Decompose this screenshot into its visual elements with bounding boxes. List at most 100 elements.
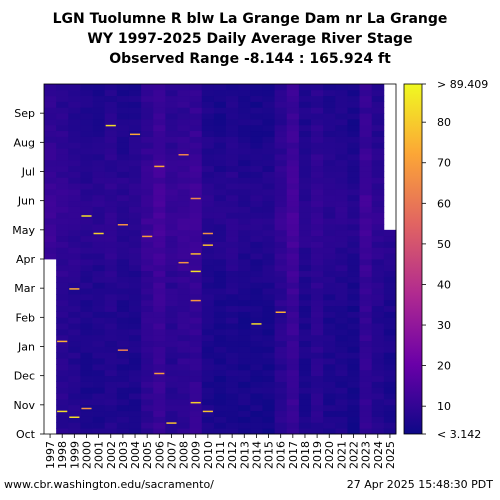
heatmap-cell xyxy=(371,305,385,312)
stage-spike xyxy=(190,270,201,273)
heatmap-cell xyxy=(153,206,166,213)
heatmap-cell xyxy=(286,235,300,242)
heatmap-cell xyxy=(274,410,288,417)
heatmap-cell xyxy=(335,352,348,359)
heatmap-cell xyxy=(250,387,263,394)
heatmap-cell xyxy=(189,200,203,207)
heatmap-cell xyxy=(104,422,118,429)
heatmap-cell xyxy=(116,253,130,260)
heatmap-cell xyxy=(201,113,215,120)
heatmap-cell xyxy=(274,294,288,301)
heatmap-cell xyxy=(286,159,300,167)
heatmap-cell xyxy=(116,404,130,412)
heatmap-cell xyxy=(298,399,312,406)
y-tick-label: Jan xyxy=(17,341,35,354)
heatmap-cell xyxy=(238,119,251,126)
heatmap-cell xyxy=(335,288,348,295)
heatmap-cell xyxy=(298,189,312,196)
heatmap-cell xyxy=(68,270,81,277)
heatmap-cell xyxy=(56,218,69,225)
heatmap-cell xyxy=(92,282,106,289)
heatmap-cell xyxy=(347,288,360,295)
heatmap-cell xyxy=(165,194,178,202)
heatmap-cell xyxy=(262,428,276,435)
heatmap-cell xyxy=(347,352,360,359)
heatmap-cell xyxy=(286,259,300,266)
heatmap-cell xyxy=(298,194,312,202)
heatmap-cell xyxy=(201,142,215,149)
heatmap-cell xyxy=(226,124,239,132)
heatmap-cell xyxy=(347,124,360,132)
heatmap-cell xyxy=(213,259,227,266)
heatmap-cell xyxy=(347,305,360,312)
heatmap-cell xyxy=(371,346,385,353)
stage-spike xyxy=(202,244,213,246)
heatmap-cell xyxy=(189,130,203,137)
heatmap-cell xyxy=(359,288,373,295)
heatmap-cell xyxy=(238,387,251,394)
heatmap-cell xyxy=(323,218,336,225)
heatmap-cell xyxy=(286,148,300,155)
heatmap-cell xyxy=(371,276,385,283)
heatmap-cell xyxy=(128,340,142,347)
heatmap-cell xyxy=(262,235,276,242)
heatmap-cell xyxy=(383,276,397,283)
heatmap-cell xyxy=(153,136,166,143)
heatmap-cell xyxy=(165,323,178,330)
heatmap-cell xyxy=(262,311,276,318)
heatmap-cell xyxy=(141,317,154,324)
heatmap-cell xyxy=(262,334,276,342)
heatmap-cell xyxy=(128,136,142,143)
heatmap-cell xyxy=(56,381,69,388)
x-tick-label: 2014 xyxy=(250,441,263,469)
heatmap-cell xyxy=(262,369,276,377)
heatmap-cell xyxy=(116,218,130,225)
heatmap-cell xyxy=(153,299,166,307)
heatmap-cell xyxy=(80,393,93,400)
heatmap-cell xyxy=(141,89,154,97)
heatmap-cell xyxy=(213,247,227,254)
heatmap-cell xyxy=(80,323,93,330)
x-tick-label: 2018 xyxy=(299,441,312,469)
heatmap-cell xyxy=(347,399,360,406)
heatmap-cell xyxy=(238,183,251,190)
heatmap-cell xyxy=(335,299,348,307)
heatmap-cell xyxy=(238,259,251,266)
heatmap-cell xyxy=(262,171,276,178)
heatmap-cell xyxy=(165,416,178,423)
heatmap-cell xyxy=(238,358,251,365)
heatmap-cell xyxy=(311,165,324,172)
heatmap-cell xyxy=(226,329,239,336)
heatmap-cell xyxy=(250,311,263,318)
heatmap-cell xyxy=(104,399,118,406)
heatmap-cell xyxy=(250,154,263,161)
heatmap-cell xyxy=(286,410,300,417)
heatmap-cell xyxy=(104,323,118,330)
heatmap-cell xyxy=(311,264,324,272)
y-tick-label: Feb xyxy=(16,311,35,324)
x-tick-label: 2015 xyxy=(263,441,276,469)
heatmap-cell xyxy=(165,410,178,417)
heatmap-cell xyxy=(141,282,154,289)
heatmap-cell xyxy=(44,171,57,178)
heatmap-cell xyxy=(298,124,312,132)
heatmap-cell xyxy=(68,229,81,237)
heatmap-cell xyxy=(80,119,93,126)
heatmap-cell xyxy=(250,305,263,312)
heatmap-cell xyxy=(262,259,276,266)
heatmap-cell xyxy=(323,369,336,377)
heatmap-cell xyxy=(44,107,57,114)
heatmap-cell xyxy=(359,171,373,178)
heatmap-cell xyxy=(262,317,276,324)
heatmap-cell xyxy=(274,305,288,312)
heatmap-cell xyxy=(262,183,276,190)
heatmap-cell xyxy=(238,136,251,143)
heatmap-cell xyxy=(68,177,81,184)
heatmap-cell xyxy=(213,346,227,353)
heatmap-cell xyxy=(56,206,69,213)
heatmap-cell xyxy=(323,229,336,237)
heatmap-cell xyxy=(347,95,360,102)
heatmap-cell xyxy=(165,375,178,382)
heatmap-cell xyxy=(250,369,263,377)
heatmap-cell xyxy=(335,369,348,377)
